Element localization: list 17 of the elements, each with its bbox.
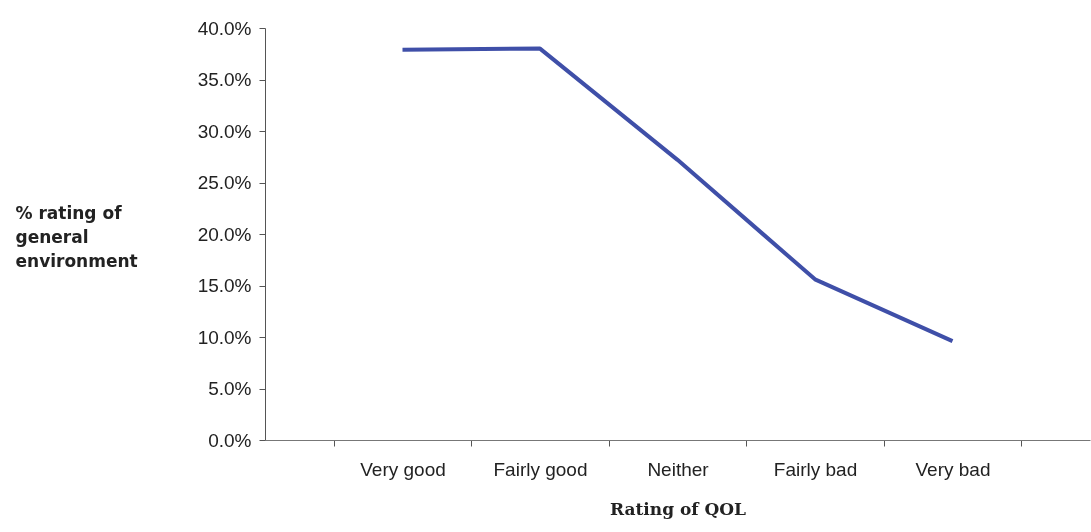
y-tick-label: 35.0% (197, 69, 252, 90)
line-series (400, 46, 955, 344)
x-tick-label: Neither (647, 458, 710, 480)
y-tick-label: 15.0% (197, 275, 252, 296)
y-tick-label: 25.0% (197, 172, 252, 193)
x-tick-label: Fairly bad (773, 458, 858, 480)
x-axis-title: Rating of QOL (609, 498, 747, 519)
y-tick-label: 40.0% (197, 17, 252, 39)
x-tick-label: Very good (360, 458, 446, 480)
y-tick-label: 10.0% (197, 326, 252, 348)
y-tick-label: 20.0% (197, 223, 252, 245)
y-tick-label: 5.0% (208, 378, 252, 399)
y-axis-title: % rating of general environment (15, 202, 138, 271)
y-tick-label: 30.0% (197, 120, 252, 142)
x-tick-label: Fairly good (493, 458, 588, 480)
x-tick-label: Very bad (915, 458, 991, 480)
y-tick-label: 0.0% (208, 429, 252, 451)
